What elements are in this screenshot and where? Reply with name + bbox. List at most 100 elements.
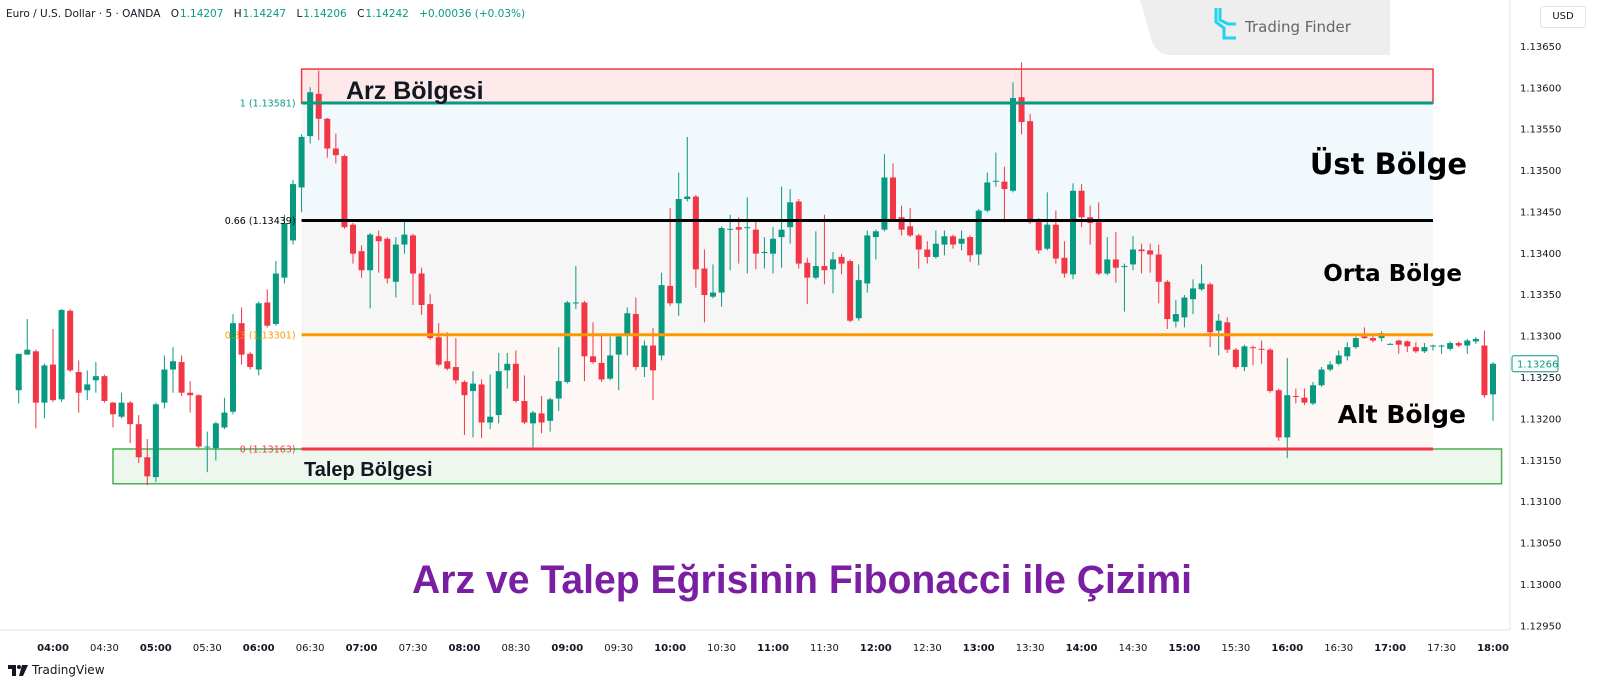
candle [1464, 338, 1471, 354]
candle [221, 397, 228, 430]
time-tick-label: 09:30 [604, 643, 633, 654]
fib-band [301, 103, 1434, 221]
candle-body [195, 395, 202, 447]
fibonacci-retracement[interactable]: 1 (1.13581) 0.66 (1.13439) 0.33 (1.13301) 0… [225, 99, 1433, 456]
candle [658, 272, 665, 361]
candle-body [975, 210, 982, 255]
candle [1344, 342, 1351, 361]
candle-body [324, 118, 331, 149]
demand-zone-box [112, 448, 1503, 485]
price-tick-label: 1.13200 [1520, 414, 1561, 425]
candle [521, 375, 528, 425]
candle-body [538, 413, 545, 423]
price-axis[interactable]: 1.13650 1.13600 1.13550 1.13500 1.13450 1.134… [1511, 42, 1561, 632]
candle [410, 233, 416, 305]
time-tick-label: 17:30 [1427, 643, 1456, 654]
candle [975, 208, 982, 266]
candle-body [290, 184, 296, 241]
price-tick-label: 1.13150 [1520, 456, 1561, 467]
candle [752, 219, 759, 270]
candle [401, 219, 408, 254]
candle [67, 309, 74, 373]
candle-body [84, 384, 91, 391]
candle-body [778, 229, 785, 238]
time-tick-label: 04:00 [37, 643, 69, 654]
candle [315, 70, 322, 141]
candle-body [701, 268, 708, 296]
candle [255, 301, 262, 376]
candle-body [452, 367, 459, 381]
symbol-legend[interactable]: Euro / U.S. Dollar · 5 · OANDA O1.14207 … [6, 8, 525, 20]
candle [650, 328, 656, 401]
candle-body [890, 177, 896, 220]
candle [590, 322, 596, 364]
candle-body [838, 256, 845, 264]
open-value: 1.14207 [180, 8, 224, 20]
time-tick-label: 07:00 [346, 643, 378, 654]
candle [564, 300, 571, 384]
candle-body [761, 251, 768, 253]
candle [1387, 343, 1394, 345]
candle-body [872, 231, 879, 238]
candle [1155, 244, 1162, 304]
candle-body [170, 361, 176, 370]
candle-body [624, 313, 631, 336]
candle-body [744, 227, 751, 229]
time-axis[interactable]: 04:00 04:30 05:00 05:30 06:00 06:30 07:00 07:30… [37, 643, 1509, 654]
candle [941, 230, 948, 256]
candle [598, 333, 605, 382]
candle-body [401, 234, 408, 245]
time-tick-label: 11:30 [810, 643, 839, 654]
candle [701, 249, 708, 323]
tradingview-footer[interactable]: TradingView [8, 663, 105, 677]
candle [118, 392, 125, 419]
price-tick-label: 1.13250 [1520, 373, 1561, 384]
candle-body [238, 323, 245, 355]
candle-body [984, 182, 991, 211]
currency-button[interactable]: USD [1540, 6, 1586, 28]
candle [872, 229, 879, 260]
candle-body [410, 235, 416, 274]
candle-body [684, 196, 691, 200]
candle-body [152, 404, 159, 478]
candle-body [1138, 249, 1145, 252]
candle-body [1361, 336, 1368, 339]
candle-body [341, 155, 348, 228]
candle [281, 214, 288, 284]
candle [1404, 340, 1411, 353]
high-label: H [233, 8, 242, 20]
candle [435, 323, 442, 367]
close-value: 1.14242 [365, 8, 409, 20]
candle [341, 154, 348, 229]
candle-body [1035, 219, 1042, 251]
time-tick-label: 06:00 [243, 643, 275, 654]
candle [1327, 361, 1334, 372]
candle [804, 257, 811, 305]
candle [384, 237, 391, 284]
candle [795, 199, 802, 269]
candle [684, 136, 691, 202]
candle [1250, 345, 1256, 366]
candle-body [958, 238, 965, 244]
time-tick-label: 10:00 [654, 643, 686, 654]
candle-body [1275, 390, 1282, 438]
candle [1027, 113, 1034, 224]
candle-body [281, 223, 288, 278]
chart-title: Arz ve Talep Eğrisinin Fibonacci ile Çiz… [412, 558, 1192, 602]
candle [1258, 340, 1265, 364]
candle-body [607, 355, 614, 379]
candle-body [230, 323, 236, 412]
change-value: +0.00036 (+0.03%) [419, 8, 526, 20]
candle-body [804, 262, 811, 278]
fib-level-label: 1 (1.13581) [240, 99, 296, 110]
candle [727, 214, 734, 271]
candle [1284, 357, 1291, 459]
candle-body [881, 177, 888, 230]
candle-body [1155, 254, 1162, 282]
candle [75, 360, 82, 413]
candle-body [101, 376, 108, 401]
candle [152, 402, 159, 483]
candle-body [272, 273, 279, 325]
candle-body [1292, 396, 1299, 398]
